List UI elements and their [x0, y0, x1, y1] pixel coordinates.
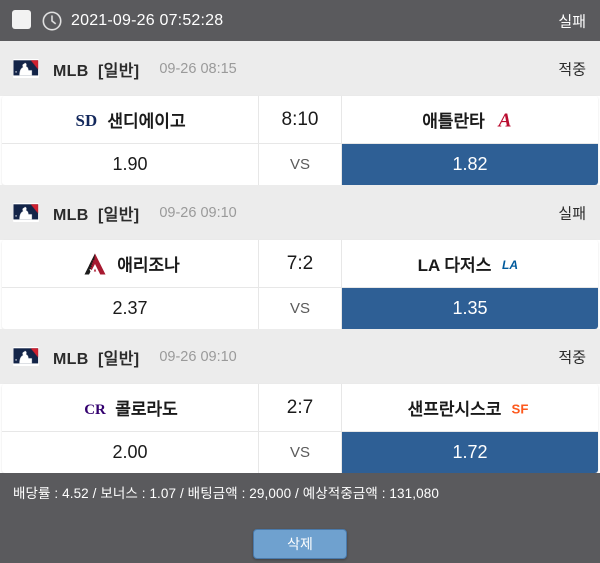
svg-text:LA: LA: [502, 257, 518, 271]
svg-text:SD: SD: [76, 110, 98, 129]
svg-text:CR: CR: [84, 401, 106, 417]
svg-text:A: A: [496, 110, 511, 131]
svg-text:SF: SF: [512, 401, 529, 416]
